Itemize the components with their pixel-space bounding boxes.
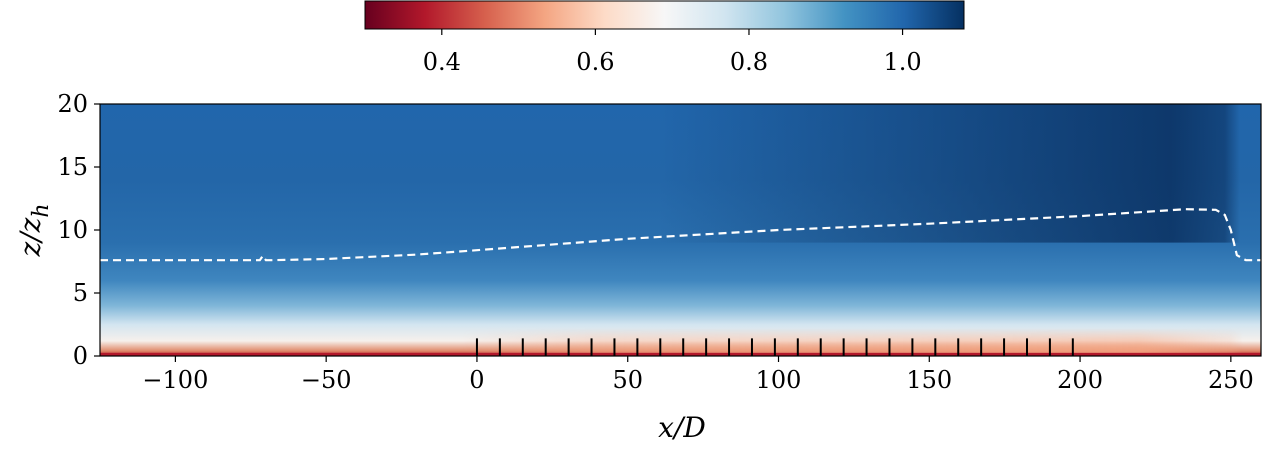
colorbar-tick-label: 0.4 (423, 48, 461, 76)
colorbar-tick-label: 1.0 (883, 48, 921, 76)
y-axis-label: z/zh (14, 203, 54, 257)
y-tick-label: 0 (73, 342, 88, 370)
x-tick-label: 0 (469, 366, 484, 394)
x-tick-label: 200 (1057, 366, 1103, 394)
field-wake-region (100, 328, 1261, 356)
colorbar-tick-label: 0.8 (730, 48, 768, 76)
x-axis-label: x/D (658, 411, 706, 444)
colorbar-tick-label: 0.6 (576, 48, 614, 76)
x-tick-label: 150 (906, 366, 952, 394)
x-tick-label: 250 (1208, 366, 1254, 394)
y-axis-label-subscript: h (29, 203, 54, 217)
colorbar-ticks: 0.4 0.6 0.8 1.0 (423, 29, 922, 76)
field-downstream-darkening (100, 104, 1261, 243)
turbine-markers (475, 338, 1074, 356)
colorbar-gradient (364, 0, 965, 30)
x-axis-ticks: −100 −50 0 50 100 150 200 250 (142, 356, 1254, 394)
heatmap-field (100, 104, 1261, 356)
x-tick-label: −100 (142, 366, 208, 394)
y-tick-label: 15 (57, 153, 88, 181)
x-tick-label: −50 (301, 366, 352, 394)
y-tick-label: 10 (57, 216, 88, 244)
x-tick-label: 100 (756, 366, 802, 394)
field-ground-layer (100, 352, 1261, 356)
x-tick-label: 50 (612, 366, 643, 394)
y-axis-label-main: z/z (14, 217, 47, 257)
y-tick-label: 5 (73, 279, 88, 307)
boundary-layer-line (100, 208, 1261, 262)
y-tick-label: 20 (57, 90, 88, 118)
y-axis-ticks: 0 5 10 15 20 (57, 90, 100, 370)
colorbar: 0.4 0.6 0.8 1.0 (364, 0, 965, 76)
